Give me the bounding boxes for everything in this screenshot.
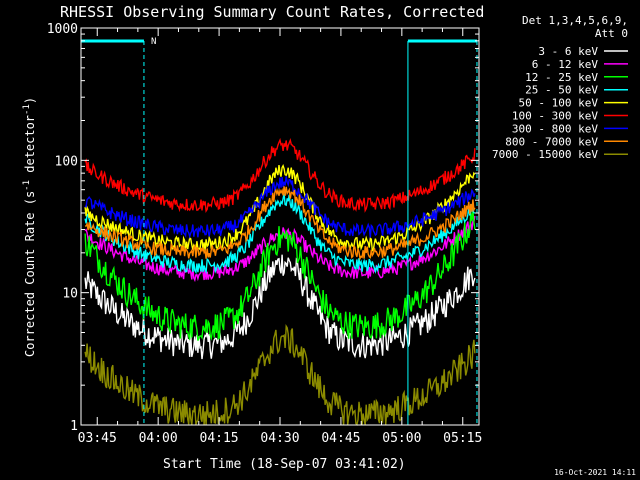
x-tick-label: 05:15 xyxy=(443,431,482,446)
text-layer: RHESSI Observing Summary Count Rates, Co… xyxy=(22,3,636,477)
series-line-8 xyxy=(84,186,476,261)
y-tick-label: 100 xyxy=(55,154,78,169)
series-line-9 xyxy=(84,323,476,427)
x-tick-label: 04:30 xyxy=(260,431,299,446)
night-marker-label: N xyxy=(151,37,156,47)
legend-entry-label: 100 - 300 keV xyxy=(512,110,598,123)
legend-entry-label: 300 - 800 keV xyxy=(512,122,598,135)
series-line-4 xyxy=(84,193,476,275)
y-tick-label: 1 xyxy=(70,419,78,434)
series-line-6 xyxy=(84,137,476,214)
series-line-3 xyxy=(84,210,476,341)
legend-entry-label: 50 - 100 keV xyxy=(519,97,599,110)
series-line-5 xyxy=(84,163,476,253)
legend-entry-label: 12 - 25 keV xyxy=(525,71,598,84)
legend-entry-label: 25 - 50 keV xyxy=(525,84,598,97)
chart-title: RHESSI Observing Summary Count Rates, Co… xyxy=(60,3,484,21)
x-tick-label: 04:15 xyxy=(200,431,239,446)
legend-entry-label: 6 - 12 keV xyxy=(532,58,599,71)
legend-entry-label: 800 - 7000 keV xyxy=(505,135,598,148)
legend-entry-label: 7000 - 15000 keV xyxy=(492,148,598,161)
x-tick-label: 05:00 xyxy=(382,431,421,446)
y-tick-label: 1000 xyxy=(47,22,78,37)
x-axis-label: Start Time (18-Sep-07 03:41:02) xyxy=(163,457,406,472)
footer-timestamp: 16-Oct-2021 14:11 xyxy=(554,468,636,477)
series-line-7 xyxy=(84,176,476,239)
legend-entry-label: 3 - 6 keV xyxy=(538,45,598,58)
axes-layer: 1 10 100 1000 03:45 04:00 04:15 04:30 04:45 05:00… xyxy=(47,22,483,446)
legend-header-line2: Att 0 xyxy=(595,27,628,40)
legend-header-line1: Det 1,3,4,5,6,9, xyxy=(522,14,628,27)
x-tick-label: 04:45 xyxy=(321,431,360,446)
x-tick-label: 04:00 xyxy=(139,431,178,446)
series-line-1 xyxy=(84,254,476,360)
y-axis-label: Corrected Count Rate (s-1 detector-1) xyxy=(22,97,37,357)
y-tick-label: 10 xyxy=(62,287,78,302)
series-layer xyxy=(84,137,476,427)
x-tick-label: 03:45 xyxy=(78,431,117,446)
